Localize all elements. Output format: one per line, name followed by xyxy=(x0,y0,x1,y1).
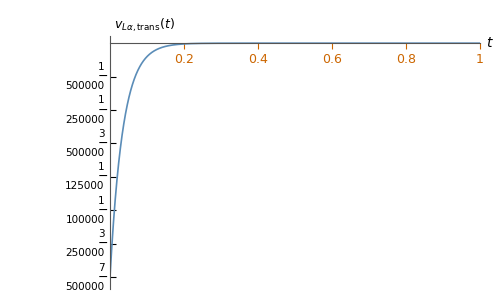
Text: 500000: 500000 xyxy=(66,148,104,158)
Text: 500000: 500000 xyxy=(66,282,104,292)
Text: 1: 1 xyxy=(476,53,484,66)
Text: 1: 1 xyxy=(98,162,104,172)
Text: $v_{L\alpha,\mathrm{trans}}(t)$: $v_{L\alpha,\mathrm{trans}}(t)$ xyxy=(114,16,174,34)
Text: −: − xyxy=(98,237,108,250)
Text: 100000: 100000 xyxy=(66,215,104,225)
Text: −: − xyxy=(98,137,108,150)
Text: 7: 7 xyxy=(98,263,104,273)
Text: 3: 3 xyxy=(98,229,104,239)
Text: $t$: $t$ xyxy=(486,36,494,50)
Text: −: − xyxy=(98,170,108,183)
Text: 1: 1 xyxy=(98,62,104,72)
Text: 250000: 250000 xyxy=(65,248,104,258)
Text: 500000: 500000 xyxy=(66,81,104,91)
Text: 0.8: 0.8 xyxy=(396,53,416,66)
Text: −: − xyxy=(98,70,108,83)
Text: 0.6: 0.6 xyxy=(322,53,342,66)
Text: −: − xyxy=(98,271,108,284)
Text: 0.4: 0.4 xyxy=(248,53,268,66)
Text: 1: 1 xyxy=(98,95,104,105)
Text: 125000: 125000 xyxy=(65,181,104,192)
Text: −: − xyxy=(98,103,108,116)
Text: 250000: 250000 xyxy=(65,115,104,125)
Text: −: − xyxy=(98,204,108,217)
Text: 1: 1 xyxy=(98,196,104,206)
Text: 3: 3 xyxy=(98,129,104,139)
Text: 0.2: 0.2 xyxy=(174,53,194,66)
